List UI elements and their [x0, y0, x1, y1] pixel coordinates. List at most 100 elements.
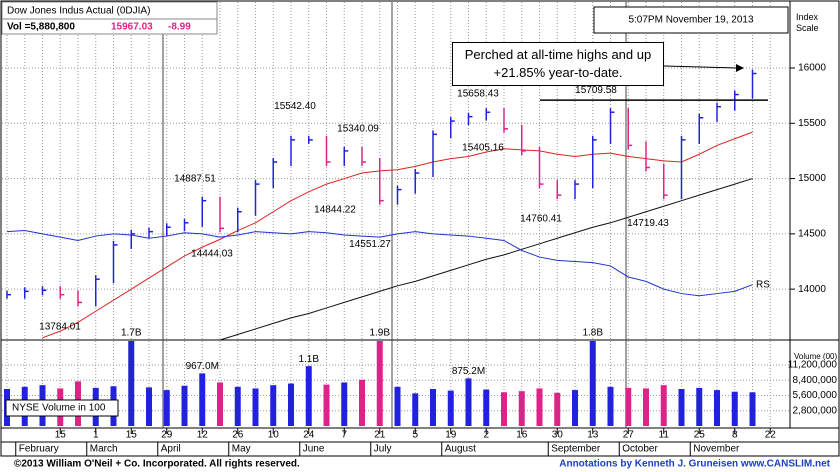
volume-bar: [146, 387, 152, 426]
arrow-head: [736, 64, 744, 72]
x-tick-label: 10: [268, 430, 280, 441]
y-tick-label: 14000: [798, 284, 826, 295]
x-tick-label: 8: [732, 430, 738, 441]
x-tick-label: 7: [341, 430, 347, 441]
price-change: -8.99: [168, 22, 191, 33]
x-tick-label: 5: [412, 430, 418, 441]
volume-bar: [643, 388, 649, 426]
y2-tick-label: 11,200,000: [788, 360, 838, 371]
price-label: 15542.40: [274, 101, 316, 112]
price-label: 13784.01: [39, 322, 81, 333]
volume-bar: [163, 390, 170, 426]
x-tick-label: 15: [126, 430, 138, 441]
timestamp-box: [593, 6, 789, 34]
x-tick-label: 19: [445, 430, 457, 441]
x-tick-label: 29: [161, 430, 173, 441]
x-tick-label: 24: [303, 430, 315, 441]
month-label: February: [19, 444, 59, 455]
y2-tick-label: 8,400,000: [793, 375, 838, 386]
volume-text: Vol =5,880,800: [7, 22, 75, 33]
month-label: July: [374, 444, 392, 455]
x-tick-label: 13: [587, 430, 599, 441]
month-label: October: [622, 444, 658, 455]
volume-bar: [412, 393, 419, 426]
month-label: May: [232, 444, 251, 455]
x-tick-label: 26: [232, 430, 244, 441]
x-tick-label: 2: [483, 430, 489, 441]
chart-title: Dow Jones Indus Actual (0DJIA): [7, 6, 150, 17]
x-tick-label: 11: [659, 430, 670, 441]
price-label: 14844.22: [314, 204, 356, 215]
price-label: 14444.03: [191, 249, 233, 260]
header-box: [1, 1, 218, 35]
volume-label: 875.2M: [452, 366, 485, 377]
volume-bar: [696, 387, 703, 426]
volume-bar: [181, 385, 188, 426]
y-tick-label: 15000: [798, 173, 826, 184]
price-label: 14887.51: [174, 174, 216, 185]
volume-bar: [128, 341, 135, 426]
volume-bar: [341, 382, 348, 426]
y2-tick-label: 2,800,000: [793, 405, 838, 416]
y-tick-label: 15500: [798, 118, 826, 129]
price-label: 14760.41: [520, 214, 562, 225]
line-2: [219, 178, 753, 340]
volume-bar: [660, 385, 667, 426]
volume-legend: NYSE Volume in 100: [12, 403, 106, 414]
volume-label: 1.9B: [369, 328, 390, 339]
last-price: 15967.03: [111, 22, 153, 33]
volume-bar: [714, 390, 720, 426]
price-label: 14719.43: [627, 218, 669, 229]
volume-bar: [678, 388, 685, 426]
x-tick-label: 30: [552, 430, 564, 441]
price-label: 15709.58: [575, 85, 617, 96]
annotation-arrow: [663, 65, 739, 69]
volume-bar: [447, 390, 454, 426]
price-panel: [6, 69, 757, 340]
volume-bar: [572, 390, 578, 426]
volume-bar: [607, 386, 614, 426]
volume-bar: [430, 388, 436, 426]
month-label: April: [161, 444, 181, 455]
volume-bar: [234, 386, 241, 426]
volume-label: 1.1B: [298, 354, 319, 365]
annotation-wrap: Perched at all-time highs and up +21.85%…: [452, 42, 664, 86]
volume-bar: [323, 384, 330, 426]
y2-tick-label: 5,600,000: [793, 390, 838, 401]
price-label: 14551.27: [349, 239, 391, 250]
rs-label: RS: [756, 279, 770, 290]
y-tick-label: 16000: [798, 63, 826, 74]
volume-axis-title: Volume (00): [794, 352, 838, 361]
frame: [0, 0, 840, 457]
volume-bar: [589, 341, 596, 426]
volume-bar: [376, 341, 383, 426]
annotation: Perched at all-time highs and up +21.85%…: [452, 42, 664, 86]
volume-bar: [625, 387, 632, 426]
price-label: 15340.09: [337, 124, 379, 135]
volume-bar: [394, 386, 401, 426]
month-label: March: [90, 444, 118, 455]
volume-bar: [199, 373, 206, 426]
x-tick-label: 16: [516, 430, 528, 441]
month-label: September: [551, 444, 601, 455]
month-label: November: [693, 444, 740, 455]
x-tick-label: 25: [694, 430, 706, 441]
volume-bar: [749, 392, 756, 426]
volume-bar: [252, 388, 259, 426]
x-tick-label: 21: [374, 430, 386, 441]
x-tick-label: 15: [55, 430, 67, 441]
x-tick-label: 1: [93, 430, 99, 441]
axis-title: Index Scale: [796, 12, 819, 33]
volume-bar: [518, 391, 525, 426]
credit: Annotations by Kenneth J. Gruneisen www.…: [559, 459, 830, 470]
volume-bar: [270, 385, 277, 426]
volume-bar: [483, 389, 490, 426]
volume-bar: [305, 366, 312, 426]
price-label: 15405.16: [462, 142, 504, 153]
volume-bar: [731, 391, 738, 426]
vol-title-wrap: Volume (00): [794, 352, 838, 361]
volume-bar: [288, 383, 294, 426]
volume-label: 967.0M: [186, 361, 219, 372]
price-label: 15658.43: [457, 88, 499, 99]
